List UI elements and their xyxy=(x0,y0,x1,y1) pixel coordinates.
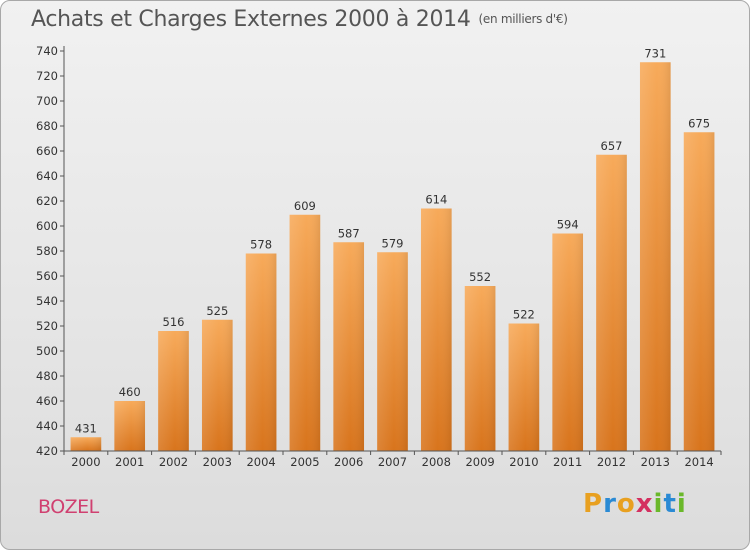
data-label-2001: 460 xyxy=(119,385,141,399)
x-tick-label-2003: 2003 xyxy=(203,455,232,469)
x-tick-label-2002: 2002 xyxy=(159,455,188,469)
bar-shade-2012 xyxy=(596,154,627,451)
bar-shade-2006 xyxy=(333,242,365,451)
y-tick-label-440: 440 xyxy=(36,419,58,433)
logo-letter: x xyxy=(635,489,654,519)
y-tick-label-460: 460 xyxy=(36,394,58,408)
x-tick-label-2001: 2001 xyxy=(115,455,144,469)
bar-shade-2014 xyxy=(683,132,715,451)
logo-letter: t xyxy=(663,489,677,519)
y-tick-label-680: 680 xyxy=(36,119,58,133)
y-tick-label-420: 420 xyxy=(36,444,58,458)
x-tick-label-2009: 2009 xyxy=(465,455,494,469)
logo-letter: i xyxy=(676,489,687,519)
x-tick-label-2010: 2010 xyxy=(509,455,538,469)
bar-shade-2011 xyxy=(552,233,584,451)
bar-shade-2003 xyxy=(201,319,233,451)
title-text: Achats et Charges Externes 2000 à 2014 xyxy=(31,7,471,32)
logo-letter: r xyxy=(603,489,617,519)
y-tick-label-580: 580 xyxy=(36,244,58,258)
y-tick-label-600: 600 xyxy=(36,219,58,233)
x-tick-label-2008: 2008 xyxy=(422,455,451,469)
logo-letter: o xyxy=(616,489,636,519)
x-tick-label-2005: 2005 xyxy=(290,455,319,469)
proxiti-logo: Proxiti xyxy=(583,489,687,519)
logo-letter: P xyxy=(583,489,604,519)
x-tick-label-2007: 2007 xyxy=(378,455,407,469)
data-label-2005: 609 xyxy=(294,199,316,213)
y-tick-label-560: 560 xyxy=(36,269,58,283)
data-label-2009: 552 xyxy=(469,270,491,284)
data-label-2013: 731 xyxy=(644,46,666,60)
bar-shade-2010 xyxy=(508,323,540,451)
bar-shade-2001 xyxy=(114,401,146,451)
y-tick-label-620: 620 xyxy=(36,194,58,208)
y-tick-label-720: 720 xyxy=(36,69,58,83)
data-label-2004: 578 xyxy=(250,238,272,252)
y-tick-label-640: 640 xyxy=(36,169,58,183)
x-tick-label-2006: 2006 xyxy=(334,455,363,469)
bar-shade-2008 xyxy=(420,208,452,451)
bar-shade-2013 xyxy=(639,62,671,451)
y-tick-label-660: 660 xyxy=(36,144,58,158)
bar-shade-2004 xyxy=(245,253,277,451)
bar-shade-2000 xyxy=(70,437,102,451)
data-label-2012: 657 xyxy=(601,139,623,153)
data-label-2011: 594 xyxy=(557,218,579,232)
y-tick-label-520: 520 xyxy=(36,319,58,333)
data-label-2007: 579 xyxy=(382,236,404,250)
bar-shade-2009 xyxy=(464,286,496,451)
data-label-2008: 614 xyxy=(425,193,447,207)
y-tick-label-740: 740 xyxy=(36,44,58,58)
chart-subtitle: (en milliers d'€) xyxy=(478,12,568,26)
x-tick-label-2012: 2012 xyxy=(597,455,626,469)
data-label-2000: 431 xyxy=(75,421,97,435)
chart-title: Achats et Charges Externes 2000 à 2014 (e… xyxy=(31,7,568,32)
bar-shade-2007 xyxy=(377,252,408,451)
bar-shade-2002 xyxy=(158,331,189,451)
x-tick-label-2013: 2013 xyxy=(641,455,670,469)
x-tick-label-2000: 2000 xyxy=(71,455,100,469)
data-label-2006: 587 xyxy=(338,226,360,240)
logo-letter: i xyxy=(653,489,664,519)
y-tick-label-480: 480 xyxy=(36,369,58,383)
y-tick-label-700: 700 xyxy=(36,94,58,108)
location-name: BOZEL xyxy=(38,496,99,518)
y-tick-label-500: 500 xyxy=(36,344,58,358)
x-tick-label-2004: 2004 xyxy=(246,455,275,469)
x-tick-label-2011: 2011 xyxy=(553,455,582,469)
data-label-2002: 516 xyxy=(163,315,185,329)
x-tick-label-2014: 2014 xyxy=(684,455,713,469)
y-tick-label-540: 540 xyxy=(36,294,58,308)
data-label-2003: 525 xyxy=(206,304,228,318)
data-label-2014: 675 xyxy=(688,116,710,130)
data-label-2010: 522 xyxy=(513,308,535,322)
bar-shade-2005 xyxy=(289,214,321,451)
